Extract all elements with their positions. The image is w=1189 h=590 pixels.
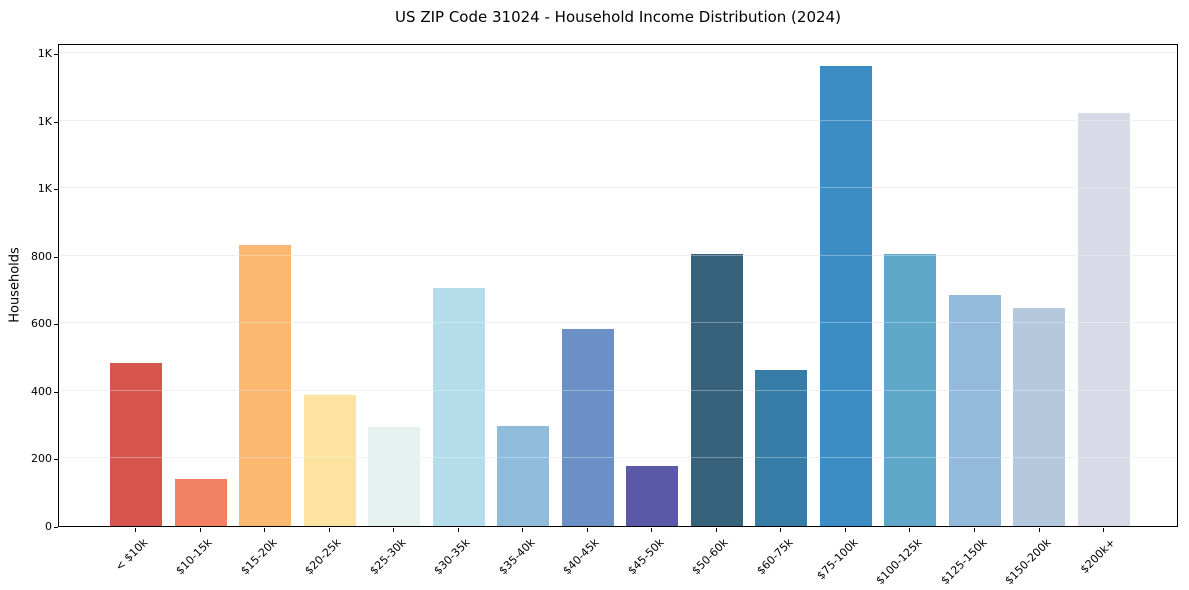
x-tick-mark bbox=[199, 528, 201, 532]
y-tick-mark bbox=[54, 459, 58, 461]
x-tick-mark bbox=[393, 528, 395, 532]
bar-150-200k bbox=[1013, 308, 1066, 526]
y-tick-label: 400 bbox=[31, 384, 52, 398]
bar-100-125k bbox=[884, 253, 937, 526]
y-tick-mark bbox=[54, 324, 58, 326]
y-tick-label: 0 bbox=[45, 520, 52, 533]
x-tick-mark bbox=[586, 528, 588, 532]
bar-125-150k bbox=[948, 295, 1001, 526]
bar-15-20k bbox=[239, 244, 292, 526]
x-tick-mark bbox=[909, 528, 911, 532]
y-gridline bbox=[59, 119, 1177, 121]
y-gridline bbox=[59, 457, 1177, 459]
bar-10k bbox=[110, 363, 162, 526]
y-tick-mark bbox=[54, 54, 58, 56]
y-tick-label: 600 bbox=[31, 317, 52, 331]
x-tick-mark bbox=[715, 528, 717, 532]
chart-title: US ZIP Code 31024 - Household Income Dis… bbox=[395, 8, 841, 26]
y-gridline bbox=[59, 389, 1177, 391]
x-tick-mark bbox=[651, 528, 653, 532]
bar-20-25k bbox=[303, 395, 356, 526]
bar-40-45k bbox=[561, 328, 614, 526]
x-tick-mark bbox=[844, 528, 846, 532]
x-tick-mark bbox=[1103, 528, 1104, 532]
bar-75-100k bbox=[819, 66, 872, 526]
y-gridline bbox=[59, 322, 1177, 324]
bar-35-40k bbox=[497, 426, 550, 526]
x-tick-mark bbox=[264, 528, 266, 532]
y-tick-mark bbox=[54, 256, 58, 258]
y-tick-label: 800 bbox=[31, 249, 52, 263]
x-tick-mark bbox=[328, 528, 330, 532]
x-tick-mark bbox=[780, 528, 782, 532]
plot-area bbox=[58, 44, 1178, 527]
y-tick-mark bbox=[54, 121, 58, 123]
y-tick-label: 1K bbox=[37, 114, 52, 128]
x-tick-mark bbox=[973, 528, 975, 532]
bar-60-75k bbox=[755, 370, 808, 526]
x-tick-mark bbox=[135, 528, 136, 532]
bar-45-50k bbox=[626, 465, 679, 526]
y-tick-label: 200 bbox=[31, 452, 52, 466]
y-gridline bbox=[59, 254, 1177, 256]
y-tick-mark bbox=[54, 189, 58, 191]
y-tick-label: 1K bbox=[37, 182, 52, 196]
bar-50-60k bbox=[690, 254, 743, 526]
x-tick-mark bbox=[1038, 528, 1040, 532]
x-tick-mark bbox=[457, 528, 459, 532]
bar-200k+ bbox=[1078, 112, 1130, 526]
x-tick-mark bbox=[522, 528, 524, 532]
bar-30-35k bbox=[432, 287, 485, 526]
bar-10-15k bbox=[174, 479, 227, 526]
y-tick-mark bbox=[54, 527, 58, 528]
y-gridline bbox=[59, 187, 1177, 189]
y-tick-label: 1K bbox=[37, 47, 52, 61]
y-tick-mark bbox=[54, 391, 58, 393]
y-gridline bbox=[59, 52, 1177, 54]
bar-25-30k bbox=[368, 427, 421, 526]
